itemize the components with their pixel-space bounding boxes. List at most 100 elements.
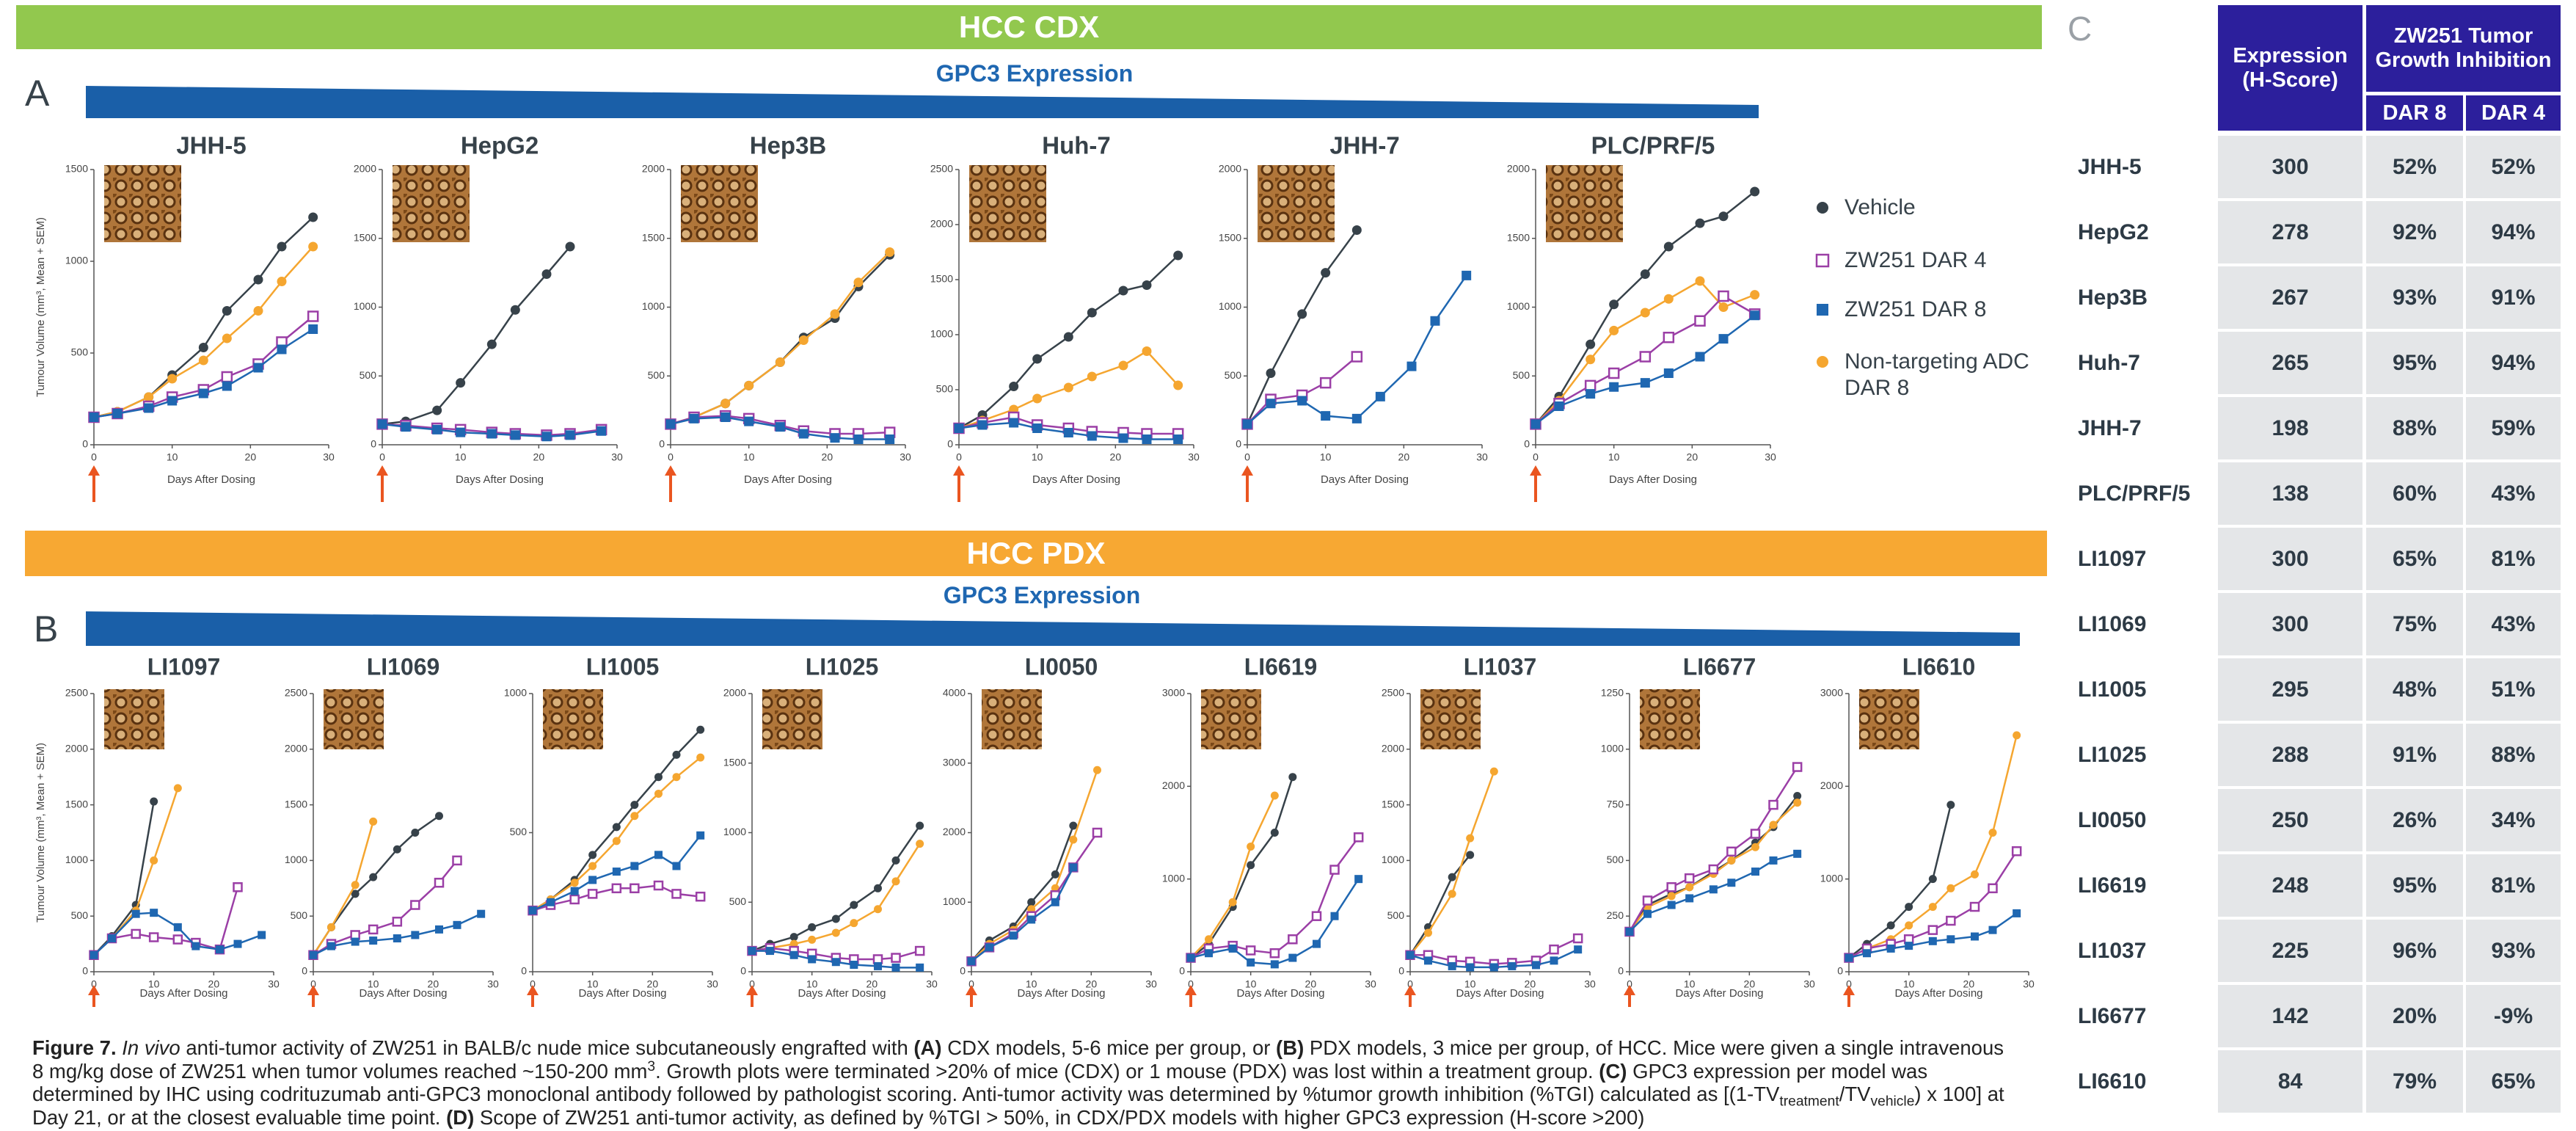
chart-title: LI0050 xyxy=(1025,653,1098,680)
x-tick-label: 0 xyxy=(91,451,97,463)
marker xyxy=(630,812,638,820)
y-tick-label: 2000 xyxy=(1820,779,1843,791)
marker xyxy=(150,909,158,917)
marker xyxy=(327,923,335,931)
x-tick-label: 10 xyxy=(1608,451,1620,463)
marker xyxy=(1354,833,1362,841)
y-tick-label: 2000 xyxy=(943,826,966,837)
marker xyxy=(529,906,537,914)
marker xyxy=(1696,352,1705,362)
x-tick-label: 30 xyxy=(1145,978,1157,990)
marker xyxy=(1243,419,1252,429)
y-tick-label: 1000 xyxy=(1820,872,1843,884)
y-tick-label: 1000 xyxy=(65,854,88,865)
marker xyxy=(1626,928,1634,936)
series-line xyxy=(1191,796,1274,958)
marker xyxy=(978,421,988,430)
x-axis-label: Days After Dosing xyxy=(139,987,227,1000)
legend-marker xyxy=(1814,199,1831,217)
caption-text: treatment xyxy=(1779,1094,1839,1110)
y-tick-label: 2000 xyxy=(65,743,88,754)
chart: Hep3B05001000150020000102030Days After D… xyxy=(642,132,911,502)
marker xyxy=(1971,870,1979,879)
marker xyxy=(254,275,263,285)
marker xyxy=(1406,951,1415,959)
caption-text: /TV xyxy=(1839,1083,1871,1105)
x-tick-label: 30 xyxy=(323,451,335,463)
marker xyxy=(1751,868,1759,876)
marker xyxy=(1009,418,1018,428)
marker xyxy=(511,430,520,440)
y-tick-label: 1500 xyxy=(65,798,88,810)
chart: LI1097050010001500200025000102030Days Af… xyxy=(34,653,280,1007)
marker xyxy=(1424,956,1432,964)
y-tick-label: 0 xyxy=(371,438,376,450)
y-tick-label: 2000 xyxy=(285,743,307,754)
y-tick-label: 0 xyxy=(960,965,966,977)
series-line xyxy=(971,770,1098,961)
marker xyxy=(854,277,864,287)
marker xyxy=(1609,299,1619,309)
marker xyxy=(2013,731,2021,739)
y-tick-label: 0 xyxy=(1524,438,1530,450)
marker xyxy=(1032,354,1042,364)
legend: VehicleZW251 DAR 4ZW251 DAR 8Non-targeti… xyxy=(1814,194,2048,415)
marker xyxy=(1142,346,1152,356)
gradient-wedge xyxy=(86,86,1759,118)
dosing-arrow-head xyxy=(1624,985,1635,995)
marker xyxy=(832,958,840,966)
chart: LI1005050010000102030Days After Dosing xyxy=(504,653,718,1007)
marker xyxy=(613,837,621,845)
chart: LI102505001000150020000102030Days After … xyxy=(723,653,938,1007)
y-tick-label: 1000 xyxy=(943,895,966,907)
marker xyxy=(1696,219,1705,228)
marker xyxy=(1905,903,1913,911)
marker xyxy=(673,862,681,870)
chart: JHH-705001000150020000102030Days After D… xyxy=(1219,132,1488,502)
ihc-thumbnail xyxy=(1859,689,1919,749)
ihc-thumbnail xyxy=(1201,689,1261,749)
marker xyxy=(630,801,638,809)
marker xyxy=(1087,432,1097,441)
marker xyxy=(1727,879,1735,887)
x-axis-label: Days After Dosing xyxy=(1675,987,1763,1000)
marker xyxy=(892,964,900,972)
y-tick-label: 0 xyxy=(302,965,307,977)
marker xyxy=(1032,394,1042,404)
ihc-thumbnail xyxy=(969,165,1046,242)
y-tick-label: 1500 xyxy=(354,231,376,243)
marker xyxy=(1751,830,1759,838)
y-tick-label: 1000 xyxy=(723,826,746,837)
y-tick-label: 750 xyxy=(1607,798,1624,810)
marker xyxy=(1247,959,1255,967)
y-tick-label: 1500 xyxy=(930,273,953,285)
legend-marker xyxy=(1814,301,1831,319)
legend-label: Non-targeting ADC DAR 8 xyxy=(1845,349,2034,401)
marker xyxy=(1448,890,1456,898)
marker xyxy=(222,372,232,382)
y-tick-label: 500 xyxy=(1225,369,1242,381)
marker xyxy=(613,823,621,831)
x-tick-label: 20 xyxy=(1110,451,1122,463)
marker xyxy=(571,895,579,903)
marker xyxy=(1685,874,1693,882)
chart-title: LI6619 xyxy=(1244,653,1318,680)
marker xyxy=(1247,843,1255,851)
marker xyxy=(1009,382,1018,391)
marker xyxy=(1845,954,1853,962)
marker xyxy=(1793,850,1801,858)
legend-marker xyxy=(1814,353,1831,371)
marker xyxy=(1119,434,1128,443)
marker xyxy=(254,363,263,373)
marker xyxy=(1119,361,1128,371)
series-line xyxy=(313,821,373,955)
marker xyxy=(453,921,461,929)
x-tick-label: 30 xyxy=(1476,451,1488,463)
marker xyxy=(832,914,840,923)
marker xyxy=(1032,423,1042,433)
y-axis-label: Tumour Volume (mm³, Mean + SEM) xyxy=(34,217,47,397)
marker xyxy=(1187,954,1195,962)
marker xyxy=(199,389,208,399)
x-tick-label: 30 xyxy=(926,978,938,990)
ihc-thumbnail xyxy=(1546,165,1623,242)
